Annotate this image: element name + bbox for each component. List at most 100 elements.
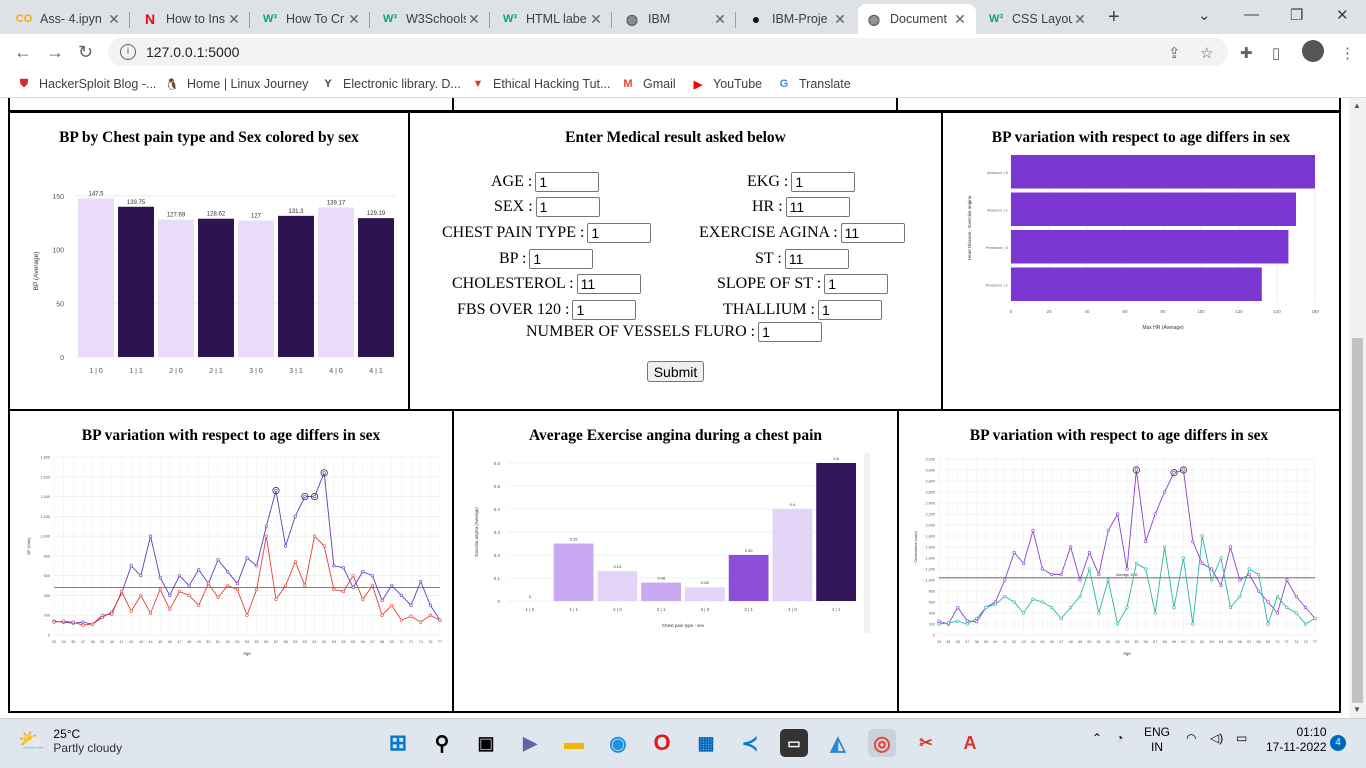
close-icon[interactable]: ✕ [348,10,360,27]
submit-button[interactable]: Submit [647,361,704,382]
browser-tab[interactable]: ◍ IBM ✕ [616,4,736,34]
forward-icon[interactable]: → [46,42,64,62]
star-icon[interactable]: ☆ [1200,45,1214,62]
close-icon[interactable]: ✕ [468,10,480,27]
chrome-icon[interactable]: ◎ [868,729,896,757]
edge-icon[interactable]: ◉ [609,732,627,755]
y-tick-label: 100 [52,248,64,255]
terminal-icon[interactable]: ▭ [780,729,808,757]
site-info-icon[interactable]: i [120,44,136,60]
restore-icon[interactable]: ❐ [1290,7,1304,24]
bar [78,198,114,357]
y-axis-title: Exercise angina (Average) [474,507,479,557]
exercise-angina-input[interactable] [840,223,905,243]
close-icon[interactable]: ✕ [954,10,966,27]
cholesterol-input[interactable] [576,274,641,294]
close-icon[interactable]: ✕ [108,10,120,27]
photos-icon[interactable]: ◭ [830,732,846,755]
close-icon[interactable]: ✕ [714,10,726,27]
pdf-icon[interactable]: A [963,732,977,753]
sex-input[interactable] [535,197,600,217]
st-input[interactable] [784,249,849,269]
share-icon[interactable]: ⇪ [1168,45,1181,62]
notification-badge[interactable]: 4 [1330,735,1346,751]
file-explorer-icon[interactable]: ▬ [564,731,584,754]
close-window-icon[interactable]: ✕ [1336,7,1349,24]
battery-icon[interactable]: ▭ [1236,731,1248,745]
data-point [1181,556,1186,560]
browser-tab[interactable]: W³ W3Schools ✕ [374,4,490,34]
browser-tab[interactable]: W³ How To Cr ✕ [254,4,370,34]
data-point [81,623,85,627]
tray-app-icon[interactable]: ◔ [1116,731,1124,745]
close-icon[interactable]: ✕ [228,10,240,27]
browser-tab[interactable]: ● IBM-Proje ✕ [740,4,856,34]
extensions-icon[interactable]: ✚ [1240,45,1253,62]
tab-search-icon[interactable]: ⌄ [1198,7,1211,24]
bp-input[interactable] [529,249,594,269]
tray-expand-icon[interactable]: ⌃ [1092,731,1103,745]
bookmark-item[interactable]: G Translate [776,76,851,92]
data-point [187,583,191,588]
wifi-icon[interactable]: ◠ [1186,731,1197,745]
fbs-input[interactable] [572,300,637,320]
thallium-input[interactable] [817,300,882,320]
volume-icon[interactable]: ◁) [1210,731,1224,745]
browser-tab[interactable]: N How to Ins ✕ [134,4,250,34]
bookmark-item[interactable]: M Gmail [620,76,675,92]
store-icon[interactable]: ▦ [697,732,715,753]
x-tick-label: 71 [409,640,413,644]
browser-tab[interactable]: CO Ass- 4.ipyn ✕ [8,4,130,34]
close-icon[interactable]: ✕ [590,10,602,27]
scroll-down-icon[interactable]: ▼ [1353,705,1361,714]
task-view-icon[interactable]: ▣ [477,732,495,753]
address-bar[interactable]: i 127.0.0.1:5000 [108,38,1228,66]
chat-icon[interactable]: ▶ [523,732,537,753]
data-point [419,620,423,624]
clock[interactable]: 01:10 17-11-2022 [1266,725,1327,755]
sidepanel-icon[interactable]: ▯ [1272,45,1281,62]
x-tick-label: 3 | 0 [249,368,263,375]
menu-icon[interactable]: ⋮ [1340,45,1355,62]
opera-icon[interactable]: O [653,730,671,755]
bookmark-item[interactable]: 🐧 Home | Linux Journey [164,76,308,92]
browser-tab-active[interactable]: ◍ Document ✕ [858,4,976,34]
browser-tab[interactable]: W³ HTML labe ✕ [494,4,612,34]
close-icon[interactable]: ✕ [834,10,846,27]
bookmark-item[interactable]: ▶ YouTube [690,76,762,92]
weather-widget[interactable]: ⛅ 25°C Partly cloudy [18,727,122,755]
new-tab-button[interactable]: + [1108,6,1120,28]
data-point [1163,545,1167,549]
slope-st-input[interactable] [824,274,889,294]
back-icon[interactable]: ← [14,42,32,62]
snipping-icon[interactable]: ✂ [919,735,933,752]
data-point [1106,528,1110,533]
hr-input[interactable] [785,197,850,217]
scroll-up-icon[interactable]: ▲ [1353,101,1361,110]
avatar[interactable] [1302,40,1324,62]
chest-pain-row: CHEST PAIN TYPE : [442,223,652,243]
bar [278,215,314,357]
chest-pain-input[interactable] [587,223,652,243]
browser-tab[interactable]: W³ CSS Layou ✕ [980,4,1096,34]
start-icon[interactable]: ⊞ [388,730,408,755]
page-scrollbar[interactable]: ▲ ▼ [1349,98,1366,718]
age-input[interactable] [535,172,600,192]
y-tick-label: 800 [44,554,50,558]
thallium-row: THALLIUM : [723,300,882,320]
minimize-icon[interactable]: — [1244,6,1259,23]
bookmark-label: Translate [799,77,851,91]
vessels-input[interactable] [758,322,823,342]
search-icon[interactable]: ⚲ [434,732,450,755]
bookmark-item[interactable]: ⛊ HackerSploit Blog -... [16,76,157,92]
scroll-thumb[interactable] [1352,338,1363,703]
data-point [168,607,172,611]
bar-value-label: 0.6 [833,456,839,461]
vscode-icon[interactable]: ≺ [741,732,759,755]
bookmark-item[interactable]: Y Electronic library. D... [320,76,461,92]
language-indicator[interactable]: ENG IN [1144,725,1170,755]
ekg-input[interactable] [791,172,856,192]
bookmark-item[interactable]: ▼ Ethical Hacking Tut... [470,76,611,92]
reload-icon[interactable]: ↻ [78,42,94,62]
close-icon[interactable]: ✕ [1074,10,1086,27]
